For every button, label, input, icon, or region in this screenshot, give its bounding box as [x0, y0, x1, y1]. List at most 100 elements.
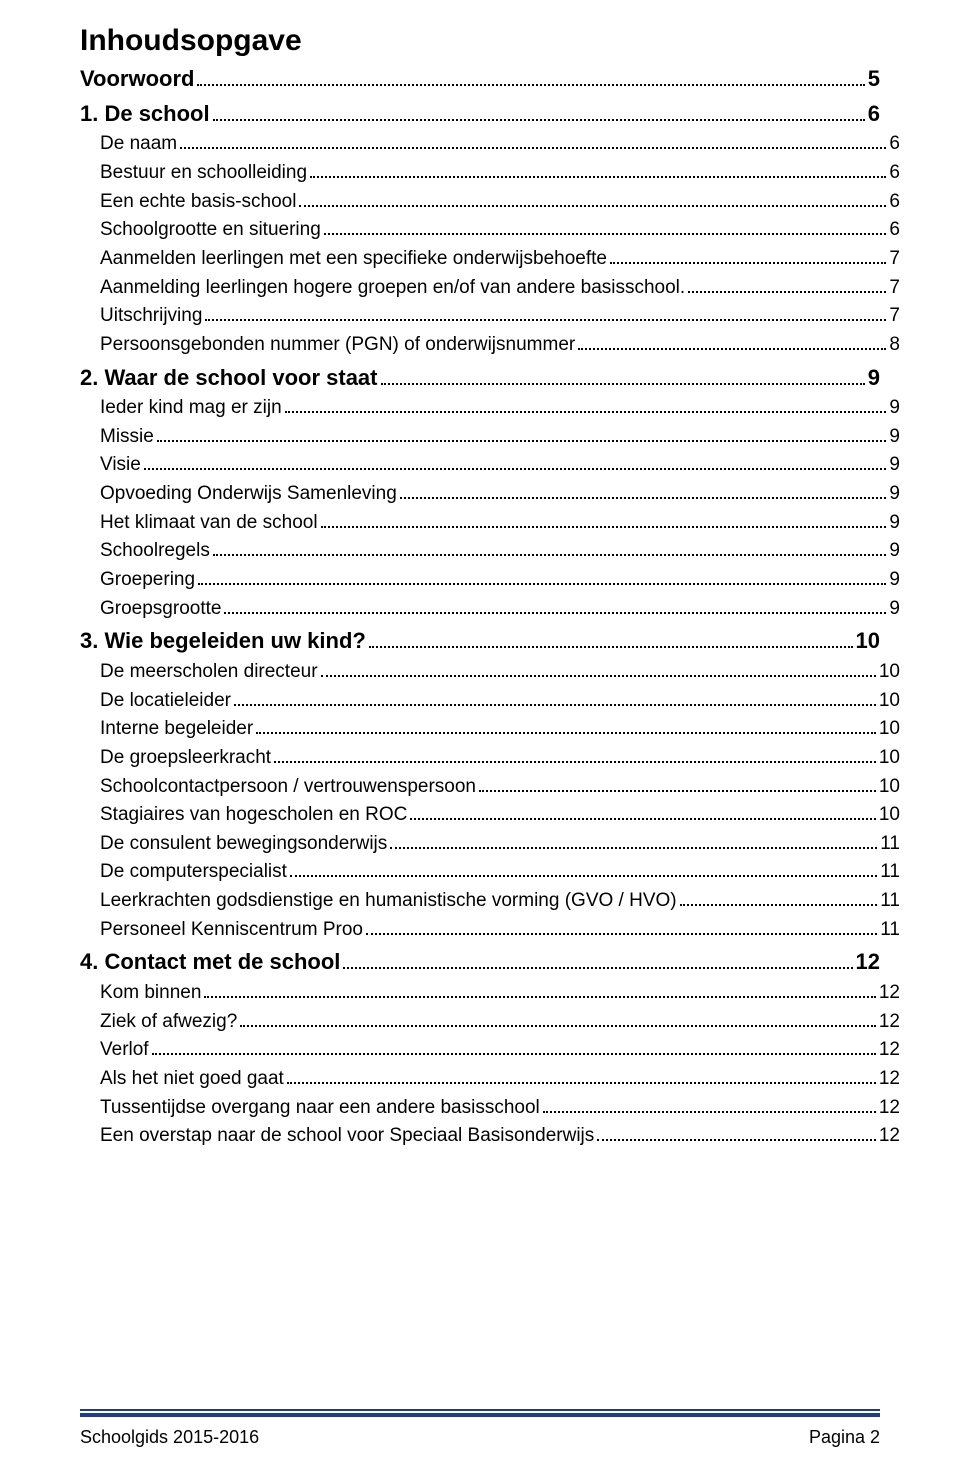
toc-leader-dots [343, 952, 852, 970]
toc-entry[interactable]: Bestuur en schoolleiding6 [100, 160, 900, 186]
toc-entry[interactable]: De meerscholen directeur10 [100, 659, 900, 685]
toc-entry[interactable]: Tussentijdse overgang naar een andere ba… [100, 1095, 900, 1121]
toc-entry[interactable]: Visie9 [100, 452, 900, 478]
toc-leader-dots [543, 1097, 876, 1112]
toc-entry-label: Uitschrijving [100, 303, 202, 329]
toc-leader-dots [256, 719, 876, 734]
table-of-contents: Voorwoord51. De school6De naam6Bestuur e… [80, 64, 880, 1149]
toc-entry-label: Aanmelding leerlingen hogere groepen en/… [100, 275, 685, 301]
toc-entry-page: 7 [889, 275, 900, 301]
toc-entry-label: 4. Contact met de school [80, 947, 340, 977]
toc-entry-page: 9 [889, 481, 900, 507]
toc-entry[interactable]: Ziek of afwezig? 12 [100, 1009, 900, 1035]
toc-entry[interactable]: 2. Waar de school voor staat9 [80, 363, 880, 393]
toc-entry-label: Ziek of afwezig? [100, 1009, 237, 1035]
toc-entry-label: Schoolregels [100, 538, 210, 564]
toc-entry[interactable]: De consulent bewegingsonderwijs11 [100, 831, 900, 857]
toc-leader-dots [597, 1126, 876, 1141]
toc-entry-page: 9 [889, 567, 900, 593]
toc-entry-label: Als het niet goed gaat [100, 1066, 284, 1092]
toc-leader-dots [144, 455, 887, 470]
toc-entry[interactable]: Verlof12 [100, 1037, 900, 1063]
toc-leader-dots [205, 306, 886, 321]
toc-entry[interactable]: Interne begeleider10 [100, 716, 900, 742]
toc-entry[interactable]: Als het niet goed gaat12 [100, 1066, 900, 1092]
toc-entry[interactable]: Stagiaires van hogescholen en ROC 10 [100, 802, 900, 828]
toc-leader-dots [213, 103, 865, 121]
toc-entry-label: De meerscholen directeur [100, 659, 318, 685]
toc-entry[interactable]: Schoolgrootte en situering6 [100, 217, 900, 243]
toc-leader-dots [688, 277, 886, 292]
toc-entry-page: 6 [889, 131, 900, 157]
toc-leader-dots [204, 983, 875, 998]
toc-entry-page: 9 [889, 510, 900, 536]
toc-entry[interactable]: 1. De school6 [80, 99, 880, 129]
toc-entry[interactable]: Aanmelding leerlingen hogere groepen en/… [100, 275, 900, 301]
toc-entry-label: Groepering [100, 567, 195, 593]
toc-leader-dots [234, 690, 876, 705]
toc-entry[interactable]: Personeel Kenniscentrum Proo11 [100, 917, 900, 943]
toc-leader-dots [578, 335, 886, 350]
toc-entry-page: 12 [879, 1095, 900, 1121]
toc-leader-dots [321, 662, 876, 677]
toc-entry[interactable]: 3. Wie begeleiden uw kind?10 [80, 626, 880, 656]
toc-entry-label: Een overstap naar de school voor Speciaa… [100, 1123, 594, 1149]
toc-entry[interactable]: 4. Contact met de school 12 [80, 947, 880, 977]
toc-entry-page: 12 [879, 1009, 900, 1035]
toc-entry-label: Aanmelden leerlingen met een specifieke … [100, 246, 607, 272]
toc-entry-label: Visie [100, 452, 141, 478]
toc-entry-label: 3. Wie begeleiden uw kind? [80, 626, 366, 656]
toc-leader-dots [240, 1012, 876, 1027]
toc-entry[interactable]: Een overstap naar de school voor Speciaa… [100, 1123, 900, 1149]
toc-entry-page: 10 [879, 802, 900, 828]
toc-entry[interactable]: Leerkrachten godsdienstige en humanistis… [100, 888, 900, 914]
toc-entry[interactable]: Groepsgrootte9 [100, 596, 900, 622]
document-page: Inhoudsopgave Voorwoord51. De school6De … [0, 0, 960, 1468]
toc-leader-dots [180, 134, 886, 149]
toc-entry-label: De computerspecialist [100, 859, 287, 885]
toc-leader-dots [680, 891, 878, 906]
toc-entry-label: Opvoeding Onderwijs Samenleving [100, 481, 397, 507]
toc-entry-label: Een echte basis-school [100, 189, 296, 215]
toc-entry-page: 12 [856, 947, 880, 977]
toc-entry-label: Schoolcontactpersoon / vertrouwenspersoo… [100, 774, 476, 800]
toc-leader-dots [157, 427, 887, 442]
toc-entry[interactable]: Uitschrijving 7 [100, 303, 900, 329]
toc-entry[interactable]: Opvoeding Onderwijs Samenleving 9 [100, 481, 900, 507]
toc-entry[interactable]: De naam6 [100, 131, 900, 157]
toc-entry-label: 1. De school [80, 99, 210, 129]
toc-entry[interactable]: Schoolcontactpersoon / vertrouwenspersoo… [100, 774, 900, 800]
toc-entry-label: Missie [100, 424, 154, 450]
toc-leader-dots [366, 920, 877, 935]
toc-entry[interactable]: Persoonsgebonden nummer (PGN) of onderwi… [100, 332, 900, 358]
toc-entry[interactable]: De locatieleider10 [100, 688, 900, 714]
toc-entry-label: Stagiaires van hogescholen en ROC [100, 802, 407, 828]
toc-entry[interactable]: De computerspecialist11 [100, 859, 900, 885]
toc-entry[interactable]: Een echte basis-school6 [100, 189, 900, 215]
toc-leader-dots [213, 541, 887, 556]
toc-leader-dots [287, 1069, 876, 1084]
toc-entry-label: Groepsgrootte [100, 596, 221, 622]
toc-entry[interactable]: Voorwoord5 [80, 64, 880, 94]
toc-entry[interactable]: Het klimaat van de school9 [100, 510, 900, 536]
toc-entry[interactable]: Missie9 [100, 424, 900, 450]
toc-leader-dots [310, 163, 886, 178]
toc-entry[interactable]: Groepering 9 [100, 567, 900, 593]
toc-leader-dots [369, 631, 853, 649]
toc-entry-page: 7 [889, 303, 900, 329]
toc-entry-page: 6 [889, 217, 900, 243]
toc-leader-dots [198, 570, 886, 585]
toc-leader-dots [400, 484, 887, 499]
toc-entry[interactable]: Aanmelden leerlingen met een specifieke … [100, 246, 900, 272]
toc-entry-label: Verlof [100, 1037, 149, 1063]
toc-entry-label: Leerkrachten godsdienstige en humanistis… [100, 888, 677, 914]
toc-leader-dots [152, 1040, 876, 1055]
toc-entry[interactable]: Schoolregels9 [100, 538, 900, 564]
toc-entry-page: 5 [868, 64, 880, 94]
toc-leader-dots [290, 862, 877, 877]
toc-entry-page: 10 [879, 688, 900, 714]
toc-entry[interactable]: Kom binnen12 [100, 980, 900, 1006]
toc-entry[interactable]: De groepsleerkracht10 [100, 745, 900, 771]
toc-entry[interactable]: Ieder kind mag er zijn9 [100, 395, 900, 421]
toc-entry-page: 10 [879, 745, 900, 771]
